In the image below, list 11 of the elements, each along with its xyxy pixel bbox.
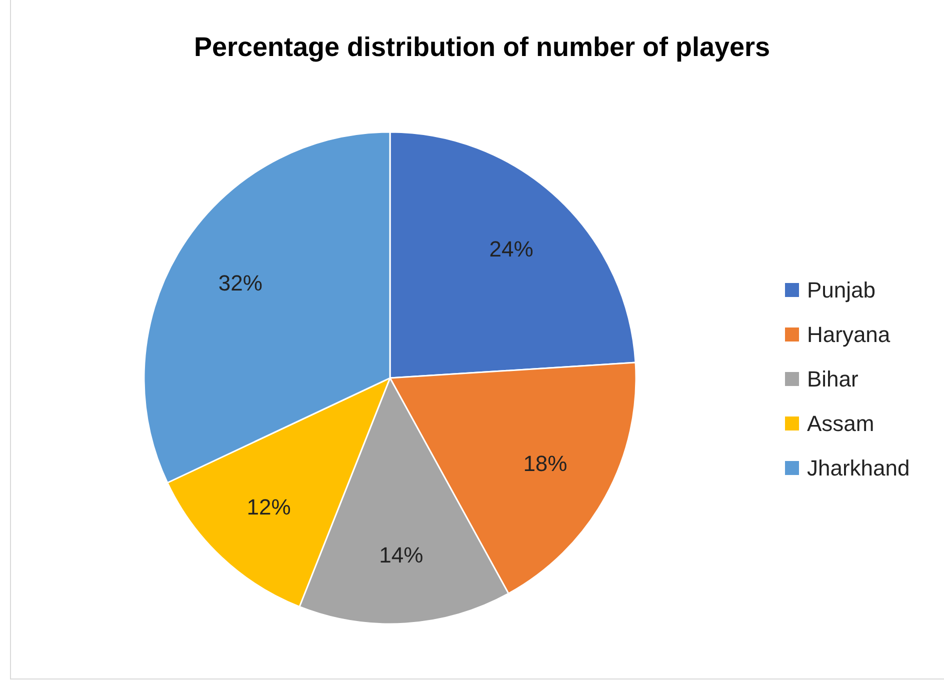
data-label: 32%: [218, 270, 262, 296]
legend-label: Haryana: [807, 322, 891, 347]
data-label: 18%: [523, 450, 568, 476]
legend-label: Punjab: [807, 278, 876, 302]
chart-title: Percentage distribution of number of players: [194, 32, 770, 62]
data-label: 12%: [246, 494, 291, 520]
legend-label: Bihar: [807, 366, 858, 392]
legend-label: Assam: [807, 411, 874, 436]
legend-label: Jharkhand: [807, 456, 910, 480]
data-label: 24%: [489, 236, 534, 262]
data-label: 14%: [379, 542, 424, 568]
